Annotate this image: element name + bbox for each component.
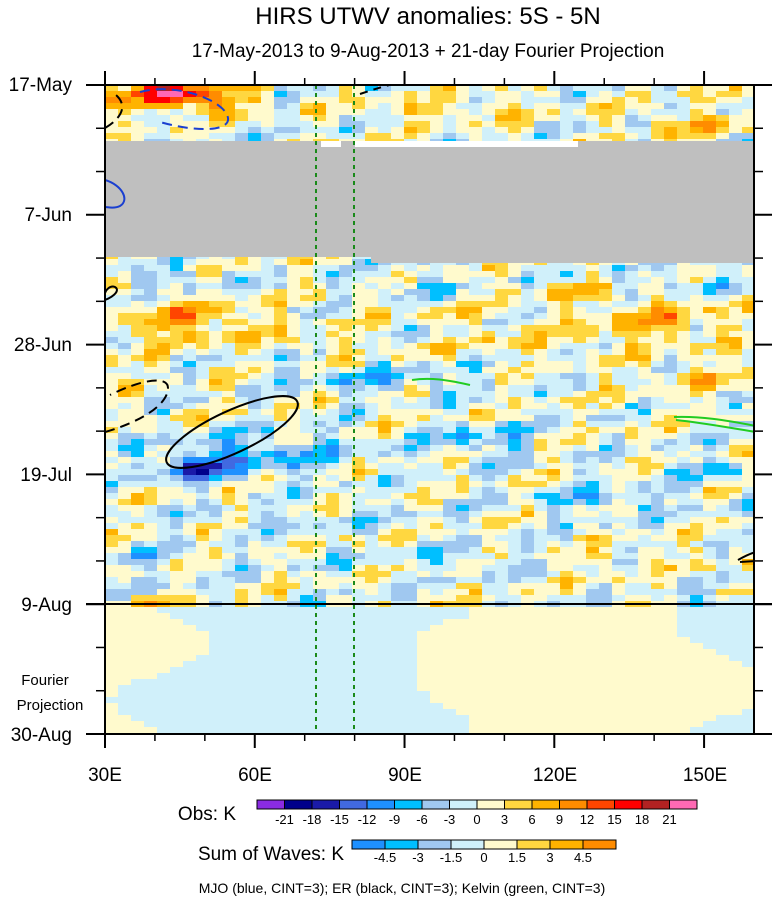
colorbar-level-label: -6 (416, 812, 428, 827)
chart-title: HIRS UTWV anomalies: 5S - 5N (255, 3, 600, 30)
colorbar-swatch (582, 839, 617, 850)
colorbar-level-label: -3 (412, 850, 424, 865)
colorbar-swatch (256, 799, 285, 810)
y-tick-label: 17-May (9, 75, 73, 96)
colorbar-swatch (669, 799, 698, 810)
colorbar-swatch (586, 799, 615, 810)
colorbar-level-label: 0 (473, 812, 480, 827)
x-tick-label: 60E (238, 765, 272, 786)
colorbar-swatch (421, 799, 450, 810)
missing-data-band (105, 141, 754, 263)
colorbar-swatch (284, 799, 313, 810)
y-tick-label: 30-Aug (11, 725, 72, 746)
colorbar-level-label: -15 (330, 812, 349, 827)
mjo-contour (139, 88, 229, 130)
colorbar-swatch (450, 839, 485, 850)
colorbar-swatch (516, 839, 551, 850)
waves-colorbar: -4.5 -3 -1.5 0 1.5 3 4.5 (351, 839, 617, 865)
er-contour (105, 379, 170, 433)
x-tick-label: 30E (88, 765, 122, 786)
colorbar-level-label: -21 (275, 812, 294, 827)
x-tick-label: 120E (533, 765, 577, 786)
colorbar-swatch (504, 799, 533, 810)
colorbar-swatch (449, 799, 478, 810)
colorbar-level-label: 12 (580, 812, 594, 827)
mjo-contour (105, 179, 126, 209)
y-tick-label: 28-Jun (14, 335, 72, 356)
colorbar-swatch (351, 839, 386, 850)
colorbar-swatch (394, 799, 423, 810)
colorbar-swatch (311, 799, 340, 810)
y-tick-label: 19-Jul (20, 465, 72, 486)
obs-colorbar: -21 -18 -15 -12 -9 -6 -3 0 3 6 9 12 15 18 21 (256, 799, 698, 827)
chart-subtitle: 17-May-2013 to 9-Aug-2013 + 21-day Fouri… (192, 41, 665, 62)
x-tick-label: 90E (388, 765, 422, 786)
colorbar-level-label: 4.5 (574, 850, 592, 865)
kelvin-contour (411, 377, 471, 386)
colorbar-level-label: -12 (358, 812, 377, 827)
colorbar-level-label: 6 (528, 812, 535, 827)
plot-frame (104, 84, 755, 735)
colorbar-level-label: 3 (501, 812, 508, 827)
colorbar-level-label: 18 (635, 812, 649, 827)
er-contour (165, 395, 299, 469)
projection-label: Fourier (21, 672, 69, 689)
colorbar-swatch (476, 799, 505, 810)
colorbar-level-label: -3 (444, 812, 456, 827)
footer-caption: MJO (blue, CINT=3); ER (black, CINT=3); … (199, 880, 606, 896)
colorbar-swatch (549, 839, 584, 850)
kelvin-contour (673, 415, 754, 433)
er-contour (105, 285, 118, 301)
x-tick-label: 150E (683, 765, 727, 786)
colorbar-level-label: -4.5 (374, 850, 396, 865)
colorbar-level-label: -9 (389, 812, 401, 827)
colorbar-swatch (417, 839, 452, 850)
wave-contours (105, 85, 754, 563)
colorbar-swatch (559, 799, 588, 810)
er-contour (359, 85, 395, 95)
colorbar-level-label: 0 (480, 850, 487, 865)
obs-colorbar-label: Obs: K (178, 804, 236, 825)
colorbar-level-label: 15 (607, 812, 621, 827)
colorbar-level-label: 9 (556, 812, 563, 827)
colorbar-level-label: -18 (303, 812, 322, 827)
y-tick-label: 9-Aug (21, 595, 72, 616)
colorbar-swatch (384, 839, 419, 850)
colorbar-swatch (531, 799, 560, 810)
waves-colorbar-label: Sum of Waves: K (198, 844, 344, 865)
y-tick-label: 7-Jun (24, 205, 72, 226)
colorbar-swatch (339, 799, 368, 810)
colorbar-level-label: 1.5 (508, 850, 526, 865)
colorbar-level-label: 21 (662, 812, 676, 827)
projection-label: Projection (17, 697, 84, 714)
colorbar-swatch (641, 799, 670, 810)
colorbar-level-label: 3 (546, 850, 553, 865)
axes (86, 71, 772, 748)
er-contour (105, 91, 124, 129)
colorbar-swatch (614, 799, 643, 810)
colorbar-level-label: -1.5 (440, 850, 462, 865)
plot-area (105, 85, 754, 734)
colorbar-swatch (366, 799, 395, 810)
colorbar-swatch (483, 839, 518, 850)
